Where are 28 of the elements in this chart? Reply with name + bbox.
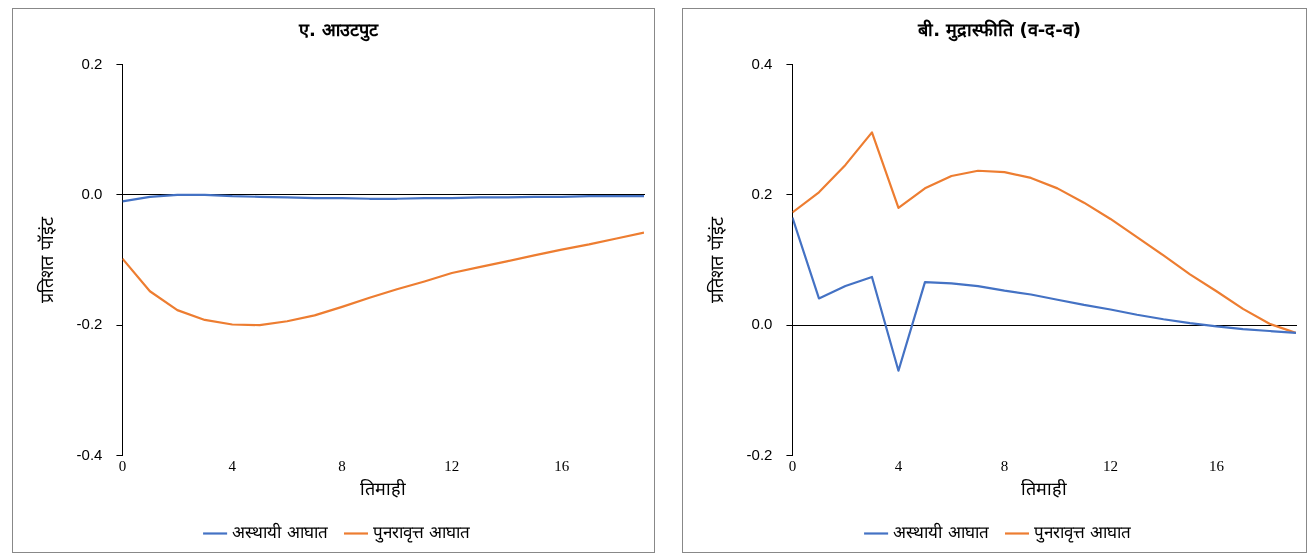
x-tick-label: 0 [118,458,127,475]
x-tick-label: 12 [1102,458,1118,475]
legend-label: अस्थायी आघात [893,521,989,542]
legend-label: पुनरावृत्त आघात [373,521,471,543]
y-tick-label: -0.4 [76,445,103,463]
x-tick-label: 8 [338,458,346,475]
x-tick-label: 12 [444,458,460,475]
y-tick-label: 0.0 [81,185,103,203]
y-tick-label: 0.2 [81,54,103,72]
y-axis-title: प्रतिशत पॉइंट [705,216,727,303]
chart-title: ए. आउटपुट [297,19,380,43]
y-tick-label: 0.0 [751,315,773,333]
x-axis-title: तिमाही [360,478,407,500]
y-tick-label: -0.2 [76,315,103,333]
y-tick-label: 0.2 [751,185,773,203]
legend-label: अस्थायी आघात [232,521,328,542]
y-axis-title: प्रतिशत पॉइंट [35,216,57,303]
chart-title: बी. मुद्रास्फीति (व-द-व) [917,19,1081,43]
x-tick-label: 4 [228,458,237,475]
x-axis-title: तिमाही [1021,478,1068,500]
y-tick-label: -0.2 [746,445,773,463]
x-tick-label: 16 [554,458,570,475]
x-tick-label: 16 [1208,458,1225,475]
x-tick-label: 4 [894,458,903,475]
x-tick-label: 8 [1000,458,1009,475]
y-tick-label: 0.4 [751,54,773,72]
x-tick-label: 0 [788,458,797,475]
legend-label: पुनरावृत्त आघात [1034,521,1132,543]
